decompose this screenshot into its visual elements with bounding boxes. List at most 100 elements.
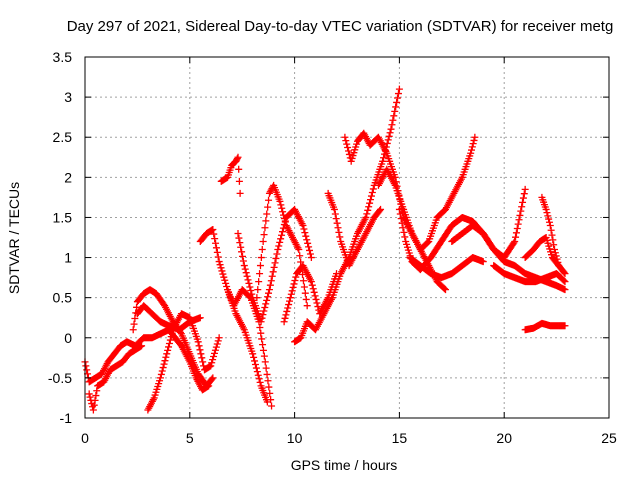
series-arc-10 (224, 286, 276, 410)
data-point (233, 155, 241, 163)
data-point (366, 199, 374, 207)
series-arc-2 (85, 342, 146, 414)
data-point (160, 360, 168, 368)
data-point (398, 219, 406, 227)
data-point (515, 216, 523, 224)
data-point (376, 207, 384, 215)
data-point (345, 150, 353, 158)
data-point (268, 272, 276, 280)
data-point (283, 307, 291, 315)
data-point (195, 342, 203, 350)
data-point (263, 296, 271, 304)
data-point (297, 258, 305, 266)
data-point (561, 270, 569, 278)
data-point (561, 278, 569, 286)
data-point (510, 239, 518, 247)
data-point (467, 149, 475, 157)
data-point (236, 239, 244, 247)
data-point (276, 197, 284, 205)
data-point (196, 314, 204, 322)
data-point (133, 303, 141, 311)
data-point (266, 389, 274, 397)
data-point (209, 374, 217, 382)
data-point (367, 196, 375, 204)
series-arc-17 (406, 254, 487, 282)
data-point (305, 243, 313, 251)
data-point (368, 188, 376, 196)
data-point (214, 337, 222, 345)
data-point (511, 238, 519, 246)
data-point (442, 286, 450, 294)
data-point (254, 371, 262, 379)
data-point (301, 229, 309, 237)
data-series (81, 85, 569, 414)
data-point (367, 192, 375, 200)
data-point (213, 248, 221, 256)
data-point (166, 336, 174, 344)
data-point (267, 396, 275, 404)
data-point (241, 265, 249, 273)
data-point (264, 377, 272, 385)
data-point (129, 326, 137, 334)
x-tick-label: 25 (601, 430, 617, 446)
data-point (278, 231, 286, 239)
data-point (270, 263, 278, 271)
data-point (441, 285, 449, 293)
data-point (471, 133, 479, 141)
data-point (238, 252, 246, 260)
data-point (83, 366, 91, 374)
data-point (238, 248, 246, 256)
data-point (519, 198, 527, 206)
data-point (291, 276, 299, 284)
data-point (512, 229, 520, 237)
series-arc-22 (521, 319, 569, 334)
data-point (277, 235, 285, 243)
data-point (550, 241, 558, 249)
data-point (287, 290, 295, 298)
data-point (521, 185, 529, 193)
data-point (362, 213, 370, 221)
data-point (560, 268, 568, 276)
data-point (280, 215, 288, 223)
data-point (280, 211, 288, 219)
data-point (295, 246, 303, 254)
data-point (256, 323, 264, 331)
data-point (255, 278, 263, 286)
data-point (253, 368, 261, 376)
x-tick-label: 5 (186, 430, 194, 446)
data-point (260, 307, 268, 315)
data-point (279, 208, 287, 216)
data-point (157, 370, 165, 378)
data-point (386, 129, 394, 137)
x-tick-label: 0 (81, 430, 89, 446)
data-point (300, 225, 308, 233)
data-point (561, 322, 569, 330)
data-point (257, 254, 265, 262)
data-point (288, 287, 296, 295)
data-point (389, 116, 397, 124)
data-point (253, 294, 261, 302)
data-point (313, 299, 321, 307)
y-tick-labels: -1 -0.5 0 0.5 1 1.5 2 2.5 3 3.5 (48, 49, 72, 426)
data-point (388, 121, 396, 129)
data-point (306, 246, 314, 254)
y-tick-label: 1 (64, 250, 72, 266)
series-arc-11 (280, 262, 341, 326)
data-point (401, 233, 409, 241)
data-point (555, 262, 563, 270)
data-point (264, 293, 272, 301)
data-point (394, 94, 402, 102)
data-point (210, 230, 218, 238)
data-point (290, 280, 298, 288)
data-point (268, 402, 276, 410)
data-point (158, 367, 166, 375)
x-tick-label: 10 (287, 430, 303, 446)
data-point (264, 203, 272, 211)
series-arc-9 (253, 181, 311, 310)
data-point (365, 203, 373, 211)
data-point (217, 264, 225, 272)
data-point (221, 276, 229, 284)
data-point (265, 383, 273, 391)
data-point (277, 201, 285, 209)
data-point (93, 387, 101, 395)
